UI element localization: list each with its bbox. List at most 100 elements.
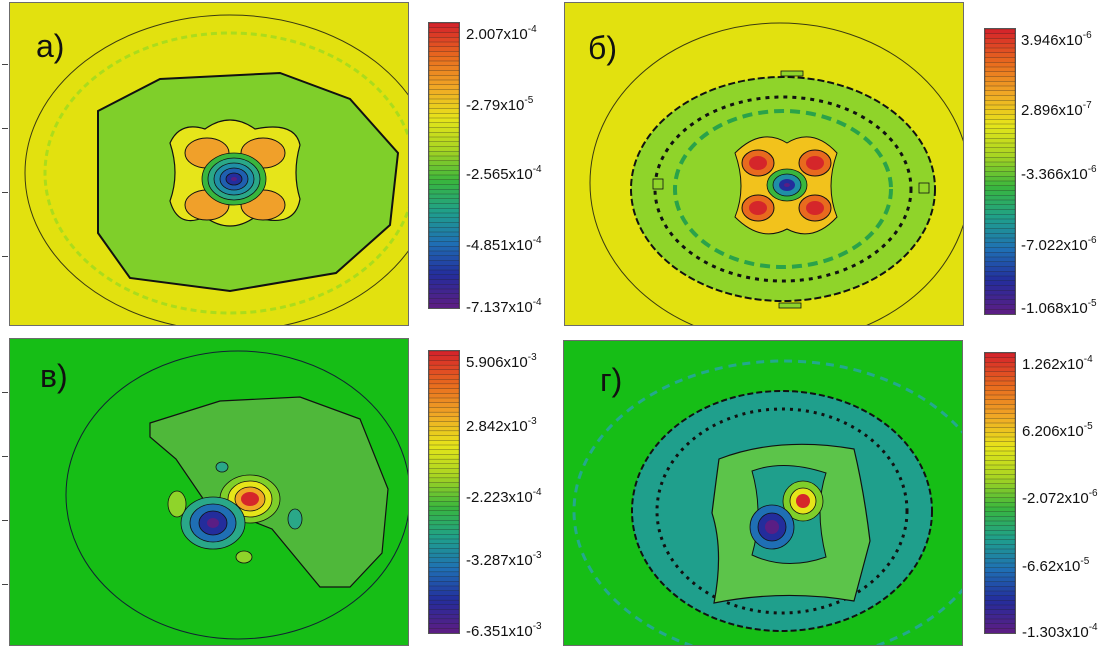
colorbar-band — [985, 413, 1015, 419]
colorbar-band — [429, 379, 459, 385]
colorbar-band — [985, 432, 1015, 438]
colorbar-band — [985, 237, 1015, 244]
colorbar-band — [429, 534, 459, 540]
colorbar-band — [429, 576, 459, 582]
colorbar-svg-a — [429, 23, 459, 308]
colorbar-band — [429, 369, 459, 376]
colorbar-band — [985, 394, 1015, 401]
colorbar-band — [985, 109, 1015, 116]
colorbar-band — [985, 478, 1015, 485]
panel-letter-b: б) — [588, 30, 617, 66]
colorbar-band — [429, 487, 459, 493]
colorbar-band — [985, 218, 1015, 225]
colorbar-a — [428, 22, 460, 309]
colorbar-band — [429, 37, 459, 43]
colorbar-band — [429, 113, 459, 119]
colorbar-band — [985, 38, 1015, 44]
colorbar-band — [429, 217, 459, 224]
positive-peak-d — [782, 480, 824, 522]
colorbar-band — [985, 390, 1015, 396]
colorbar-band — [429, 212, 459, 219]
colorbar-band — [429, 515, 459, 521]
colorbar-band — [429, 426, 459, 432]
colorbar-label-a-4: -7.137x10-4 — [466, 297, 542, 316]
colorbar-band — [985, 299, 1015, 306]
colorbar-band — [429, 440, 459, 446]
colorbar-band — [985, 62, 1015, 68]
colorbar-band — [429, 538, 459, 545]
colorbar-band — [429, 141, 459, 148]
panel-letter-a: а) — [36, 28, 65, 64]
colorbar-band — [429, 505, 459, 512]
colorbar-band — [429, 604, 459, 611]
colorbar-band — [985, 256, 1015, 263]
panel-c: в) 5.906x10-3 2.842x10-3 -2.223x10-4 -3.… — [0, 334, 545, 648]
colorbar-band — [985, 161, 1015, 168]
colorbar-band — [429, 269, 459, 276]
colorbar-band — [429, 364, 459, 371]
colorbar-band — [429, 98, 459, 105]
colorbar-band — [429, 94, 459, 100]
colorbar-band — [429, 56, 459, 62]
colorbar-band — [985, 157, 1015, 163]
colorbar-band — [985, 469, 1015, 475]
colorbar-band — [429, 529, 459, 535]
colorbar-band — [985, 525, 1015, 531]
colorbar-band — [985, 558, 1015, 564]
y-tick-c-3 — [2, 520, 8, 521]
colorbar-band — [429, 65, 459, 72]
colorbar-band — [985, 114, 1015, 120]
colorbar-band — [985, 290, 1015, 296]
noisy-ring-b2 — [673, 109, 893, 269]
colorbar-band — [429, 477, 459, 484]
side-lobe-c-1 — [167, 490, 187, 518]
colorbar-band — [429, 383, 459, 390]
colorbar-band — [985, 57, 1015, 63]
colorbar-band — [429, 32, 459, 38]
colorbar-band — [429, 260, 459, 266]
colorbar-band — [429, 108, 459, 114]
colorbar-band — [429, 70, 459, 76]
colorbar-d — [984, 352, 1016, 634]
colorbar-band — [985, 233, 1015, 239]
colorbar-band — [985, 371, 1015, 377]
colorbar-band — [985, 572, 1015, 578]
colorbar-band — [429, 174, 459, 181]
colorbar-band — [429, 222, 459, 228]
colorbar-band — [429, 393, 459, 399]
colorbar-band — [985, 385, 1015, 391]
colorbar-band — [429, 303, 459, 308]
colorbar-band — [429, 155, 459, 162]
colorbar-band — [985, 47, 1015, 54]
colorbar-band — [985, 399, 1015, 405]
colorbar-band — [429, 160, 459, 167]
colorbar-band — [985, 142, 1015, 149]
colorbar-band — [429, 127, 459, 133]
colorbar-band — [429, 590, 459, 597]
colorbar-band — [429, 562, 459, 568]
contour-plot-a — [9, 2, 409, 326]
colorbar-band — [985, 209, 1015, 215]
colorbar-band — [985, 520, 1015, 527]
colorbar-band — [985, 492, 1015, 499]
artifact-b-1 — [780, 70, 804, 77]
colorbar-band — [985, 441, 1015, 447]
colorbar-band — [429, 103, 459, 110]
colorbar-band — [429, 557, 459, 564]
colorbar-band — [985, 309, 1015, 314]
colorbar-band — [985, 539, 1015, 545]
colorbar-band — [429, 293, 459, 300]
colorbar-band — [985, 362, 1015, 368]
colorbar-band — [429, 449, 459, 456]
colorbar-band — [429, 170, 459, 176]
colorbar-band — [429, 524, 459, 531]
colorbar-band — [429, 231, 459, 238]
colorbar-band — [985, 247, 1015, 253]
colorbar-band — [985, 81, 1015, 87]
colorbar-svg-b — [985, 29, 1015, 314]
colorbar-band — [985, 483, 1015, 489]
colorbar-band — [429, 23, 459, 29]
colorbar-band — [985, 52, 1015, 59]
colorbar-band — [429, 458, 459, 465]
artifact-b-3 — [652, 178, 664, 190]
